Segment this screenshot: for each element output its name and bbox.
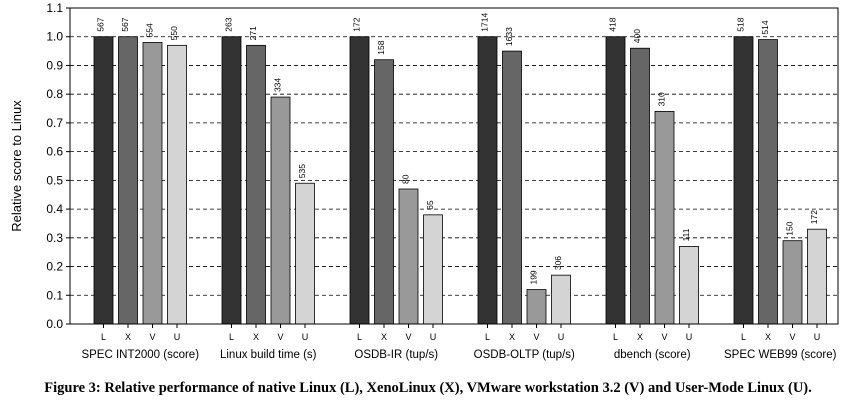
y-tick-label: 1.0	[46, 30, 63, 44]
bar-x	[758, 39, 778, 325]
category-label: dbench (score)	[614, 349, 691, 361]
system-label: L	[229, 332, 234, 342]
system-label: X	[765, 332, 771, 342]
y-tick-label: 0.7	[46, 116, 63, 130]
bar-u	[167, 44, 187, 325]
y-tick-label: 0.9	[46, 58, 63, 72]
bar-x	[374, 59, 394, 325]
category-label: SPEC WEB99 (score)	[724, 349, 837, 361]
system-label: U	[430, 332, 437, 342]
bar-chart: 0.0 0.1 0.2 0.3 0.4 0.5 0.6 0.7 0.8 0.9 1.0 1.1 567…	[9, 1, 839, 361]
system-label: U	[302, 332, 309, 342]
y-tick-label: 0.4	[46, 202, 63, 216]
bar-l	[733, 36, 754, 325]
y-tick-label: 1.1	[46, 1, 63, 15]
system-label: L	[613, 332, 618, 342]
figure-caption: Figure 3: Relative performance of native…	[44, 380, 812, 396]
y-tick-label: 0.8	[46, 87, 63, 101]
system-label: L	[357, 332, 362, 342]
bar-x	[246, 44, 266, 325]
system-label: V	[789, 332, 795, 342]
category-label: OSDB-IR (tup/s)	[354, 349, 438, 361]
y-axis-label: Relative score to Linux	[9, 100, 24, 232]
bar-u	[295, 182, 315, 325]
system-label: L	[741, 332, 746, 342]
category-label: SPEC INT2000 (score)	[81, 349, 199, 361]
data-label: 199	[529, 270, 539, 284]
system-label: V	[277, 332, 283, 342]
system-label: U	[558, 332, 565, 342]
labels: 567 L 567 X 554 V 550 U SPEC INT2000 (score) 263 L…	[81, 13, 836, 361]
bar-x	[118, 36, 138, 325]
data-label: 535	[297, 164, 307, 178]
bar-l	[477, 36, 498, 325]
bar-x	[630, 47, 650, 325]
y-tick-label: 0.0	[46, 317, 63, 331]
system-label: U	[174, 332, 181, 342]
bar-v	[398, 188, 419, 325]
bar-u	[679, 246, 699, 325]
data-label: 518	[736, 17, 746, 31]
y-tick-label: 0.6	[46, 145, 63, 159]
bar-v	[142, 42, 163, 325]
data-label: 172	[809, 210, 819, 224]
data-label: 418	[608, 17, 618, 31]
bar-u	[551, 274, 571, 325]
bars	[93, 36, 827, 325]
data-label: 334	[273, 78, 283, 92]
gridlines	[70, 36, 838, 296]
data-label: 158	[376, 40, 386, 54]
data-label: 150	[785, 221, 795, 235]
y-tick-label: 0.3	[46, 231, 63, 245]
bar-x	[502, 50, 522, 325]
system-label: X	[125, 332, 131, 342]
data-label: 263	[224, 17, 234, 31]
data-label: 1633	[504, 27, 514, 46]
system-label: X	[381, 332, 387, 342]
bar-u	[423, 214, 443, 325]
data-label: 554	[145, 23, 155, 37]
system-label: X	[253, 332, 259, 342]
data-label: 550	[169, 26, 179, 40]
bar-l	[605, 36, 626, 325]
bar-l	[349, 36, 370, 325]
system-label: L	[101, 332, 106, 342]
data-label: 514	[760, 20, 770, 34]
category-label: Linux build time (s)	[220, 349, 317, 361]
y-tick-label: 0.1	[46, 288, 63, 302]
system-label: V	[405, 332, 411, 342]
data-label: 310	[657, 92, 667, 106]
bar-v	[654, 111, 675, 325]
data-label: 65	[425, 200, 435, 210]
bar-l	[221, 36, 242, 325]
system-label: U	[814, 332, 821, 342]
data-label: 567	[96, 17, 106, 31]
system-label: V	[149, 332, 155, 342]
system-label: X	[509, 332, 515, 342]
data-label: 111	[681, 228, 691, 241]
bar-u	[807, 228, 827, 325]
bar-l	[93, 36, 114, 325]
data-label: 1714	[480, 13, 490, 32]
y-tick-label: 0.2	[46, 260, 63, 274]
data-label: 306	[553, 256, 563, 270]
plot-frame	[69, 7, 839, 325]
bar-v	[270, 96, 291, 325]
system-label: X	[637, 332, 643, 342]
system-label: L	[485, 332, 490, 342]
bar-v	[782, 240, 803, 325]
data-label: 271	[248, 26, 258, 40]
bar-v	[526, 289, 547, 325]
data-label: 80	[401, 174, 411, 184]
data-label: 172	[352, 17, 362, 31]
y-tick-label: 0.5	[46, 173, 63, 187]
system-label: V	[661, 332, 667, 342]
y-axis: 0.0 0.1 0.2 0.3 0.4 0.5 0.6 0.7 0.8 0.9 1.0 1.1	[46, 1, 70, 331]
data-label: 400	[632, 29, 642, 43]
category-label: OSDB-OLTP (tup/s)	[474, 349, 575, 361]
data-label: 567	[120, 17, 130, 31]
system-label: U	[686, 332, 693, 342]
system-label: V	[533, 332, 539, 342]
